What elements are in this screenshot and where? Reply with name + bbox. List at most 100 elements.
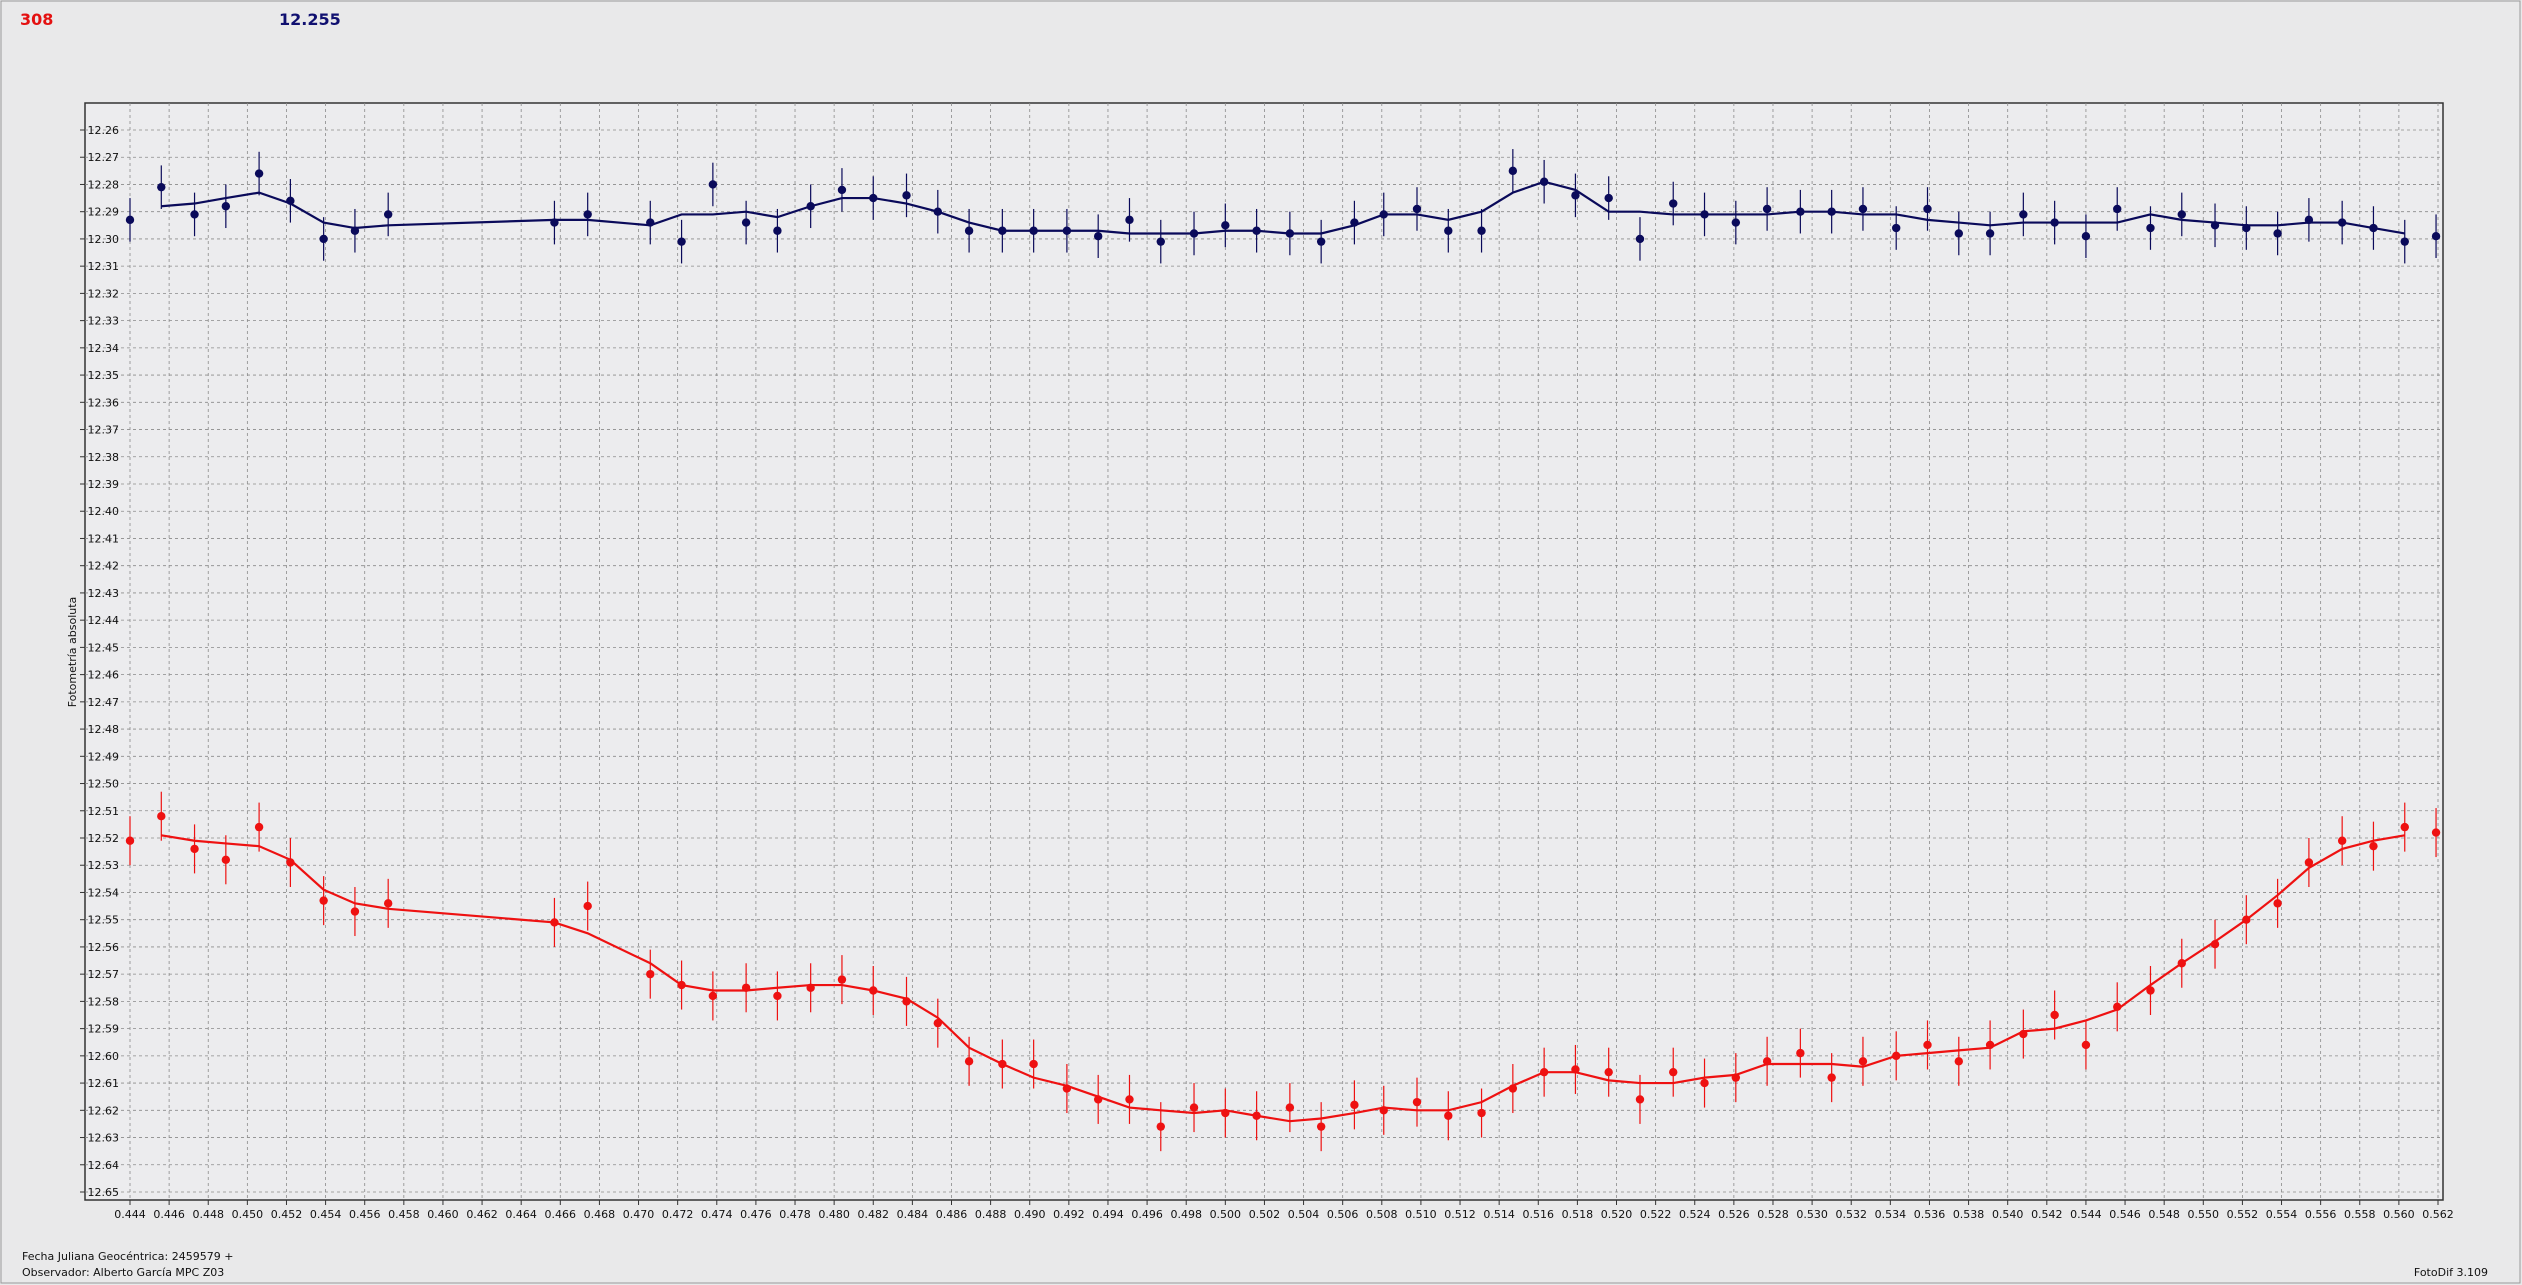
fit-line: [161, 834, 2405, 1123]
y-tick-label: 12.34: [88, 342, 120, 355]
x-tick-label: 0.556: [2305, 1208, 2337, 1221]
data-point: [125, 836, 135, 845]
data-point: [1539, 1067, 1549, 1077]
data-point: [708, 991, 718, 1001]
x-tick-label: 0.542: [2031, 1208, 2063, 1221]
data-point: [1892, 1051, 1901, 1061]
data-point: [1189, 229, 1199, 238]
data-point: [1316, 1122, 1326, 1131]
x-tick-label: 0.524: [1679, 1208, 1711, 1221]
x-tick-label: 0.534: [1875, 1208, 1907, 1221]
data-point: [190, 210, 199, 219]
data-point: [837, 975, 847, 984]
y-tick-label: 12.59: [88, 1023, 120, 1036]
x-tick-label: 0.488: [975, 1208, 1007, 1221]
data-point: [1923, 1040, 1932, 1050]
data-point: [1858, 204, 1868, 214]
data-point: [1669, 1067, 1678, 1077]
data-point: [383, 210, 393, 219]
data-point: [1189, 1103, 1199, 1112]
data-point: [583, 210, 592, 219]
data-point: [1762, 204, 1772, 214]
data-point: [1985, 1040, 1995, 1050]
x-tick-label: 0.552: [2227, 1208, 2259, 1221]
x-tick-label: 0.476: [740, 1208, 772, 1221]
fit-line: [161, 180, 2405, 235]
x-tick-label: 0.484: [897, 1208, 929, 1221]
data-point: [2081, 232, 2091, 241]
data-point: [383, 899, 393, 908]
data-point: [837, 185, 847, 195]
y-tick-label: 12.37: [88, 424, 120, 437]
data-point: [157, 812, 166, 821]
data-point: [1762, 1057, 1772, 1066]
y-tick-label: 12.39: [88, 478, 120, 491]
x-tick-label: 0.538: [1953, 1208, 1985, 1221]
y-tick-label: 12.56: [88, 941, 120, 954]
data-point: [1923, 204, 1932, 214]
x-tick-label: 0.544: [2070, 1208, 2102, 1221]
data-point: [2242, 915, 2251, 924]
data-point: [1477, 1108, 1486, 1118]
data-point: [2273, 229, 2282, 238]
x-tick-label: 0.464: [505, 1208, 537, 1221]
data-point: [1125, 215, 1134, 225]
x-tick-label: 0.530: [1796, 1208, 1828, 1221]
data-point: [1093, 1095, 1103, 1104]
y-tick-label: 12.28: [88, 178, 120, 191]
data-point: [902, 997, 911, 1006]
data-point: [646, 969, 655, 979]
y-tick-label: 12.51: [88, 805, 120, 818]
x-tick-label: 0.540: [1992, 1208, 2024, 1221]
data-point: [1539, 177, 1549, 186]
data-point: [1635, 234, 1645, 244]
data-point: [1827, 1073, 1836, 1082]
x-tick-label: 0.510: [1405, 1208, 1437, 1221]
data-point: [2050, 1010, 2059, 1020]
x-tick-label: 0.504: [1288, 1208, 1320, 1221]
data-point: [319, 896, 328, 905]
x-tick-label: 0.468: [584, 1208, 616, 1221]
data-point: [1985, 229, 1995, 238]
data-point: [2146, 986, 2155, 995]
data-point: [1062, 1084, 1072, 1093]
x-tick-label: 0.450: [232, 1208, 264, 1221]
data-point: [1093, 232, 1103, 241]
data-point: [1571, 1065, 1580, 1074]
y-tick-label: 12.33: [88, 315, 120, 328]
data-point: [2369, 841, 2378, 851]
data-point: [2019, 1029, 2028, 1039]
x-tick-label: 0.456: [349, 1208, 381, 1221]
data-point: [1285, 229, 1295, 238]
x-tick-label: 0.470: [623, 1208, 655, 1221]
y-tick-label: 12.45: [88, 641, 120, 654]
data-point: [319, 234, 328, 244]
x-tick-label: 0.508: [1366, 1208, 1398, 1221]
x-tick-label: 0.474: [701, 1208, 733, 1221]
data-point: [254, 169, 264, 178]
data-point: [1508, 166, 1518, 176]
data-point: [2242, 223, 2251, 233]
x-tick-label: 0.462: [466, 1208, 498, 1221]
x-tick-label: 0.518: [1562, 1208, 1594, 1221]
data-point: [1669, 199, 1678, 208]
data-point: [2050, 218, 2059, 227]
data-point: [1379, 210, 1388, 219]
data-point: [2273, 899, 2282, 908]
x-tick-label: 0.478: [779, 1208, 811, 1221]
y-tick-label: 12.30: [88, 233, 120, 246]
data-point: [1029, 1059, 1038, 1069]
data-point: [1796, 1048, 1805, 1058]
y-tick-label: 12.47: [88, 696, 120, 709]
data-point: [869, 193, 878, 203]
footer-date: Fecha Juliana Geocéntrica: 2459579 +: [22, 1250, 233, 1263]
data-point: [1700, 1078, 1709, 1088]
y-tick-label: 12.29: [88, 206, 120, 219]
x-tick-label: 0.446: [153, 1208, 185, 1221]
data-point: [806, 202, 815, 211]
data-point: [1412, 1097, 1422, 1107]
data-point: [125, 215, 135, 225]
data-point: [869, 986, 878, 995]
data-point: [221, 202, 231, 211]
